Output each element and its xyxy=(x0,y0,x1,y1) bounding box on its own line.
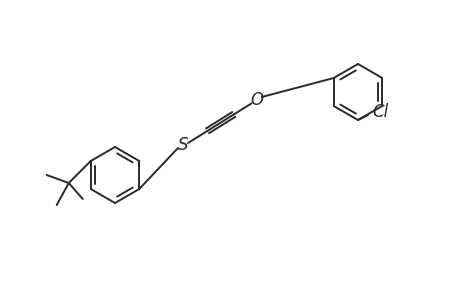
Text: O: O xyxy=(250,91,263,109)
Text: Cl: Cl xyxy=(371,103,387,121)
Text: S: S xyxy=(177,136,188,154)
